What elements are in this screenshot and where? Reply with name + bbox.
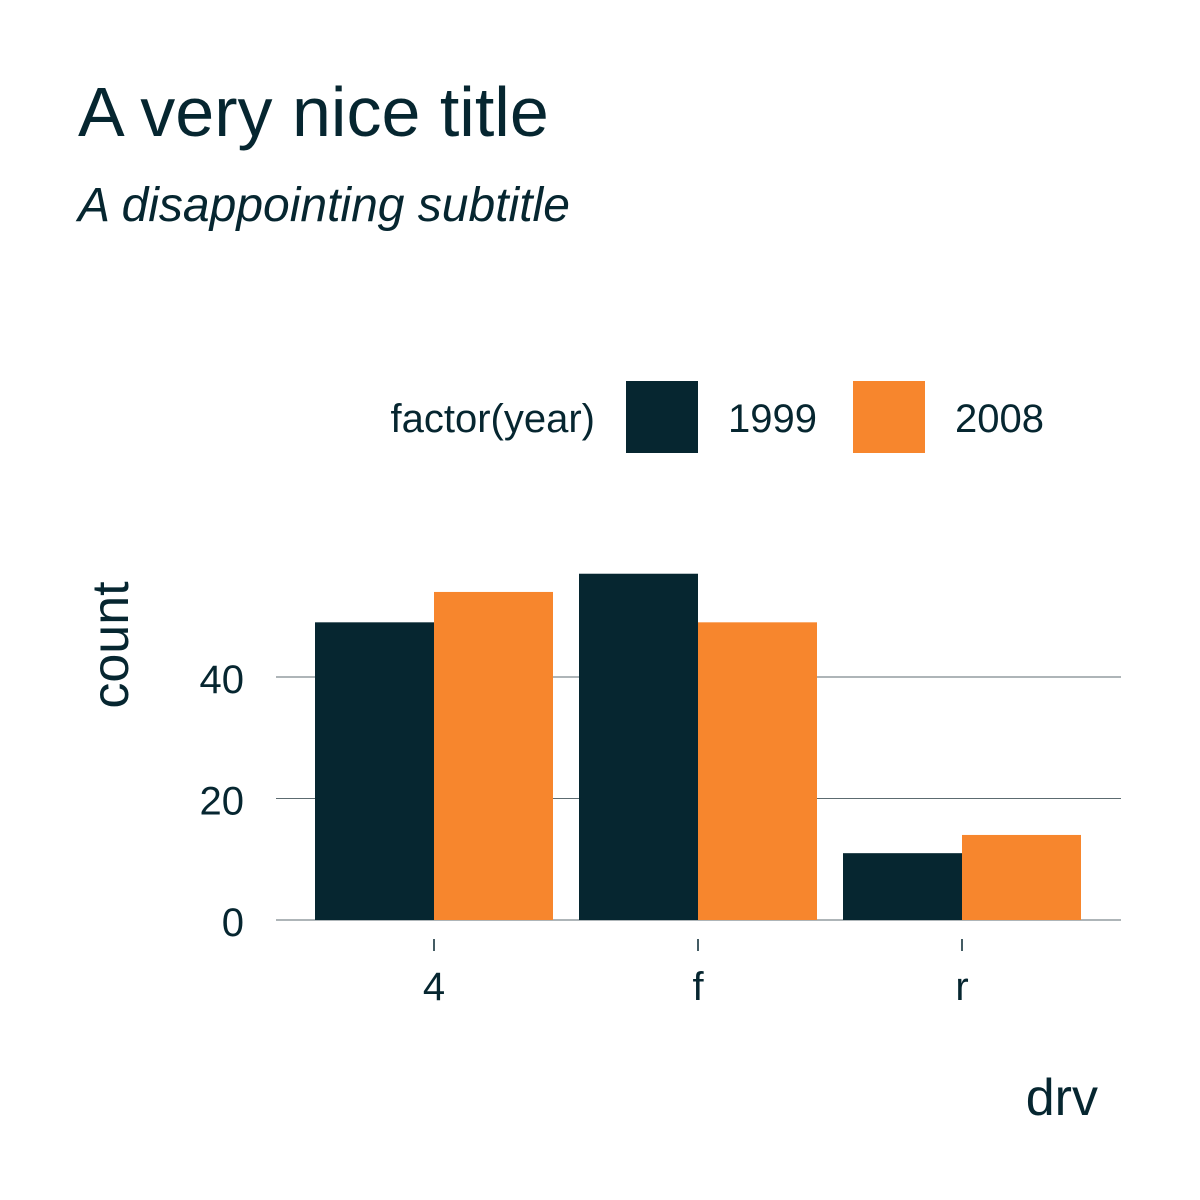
bar-4-1999	[315, 622, 434, 920]
bar-r-1999	[843, 853, 962, 920]
legend-swatch-1999	[626, 381, 698, 453]
legend-title: factor(year)	[391, 397, 596, 441]
x-axis-label: drv	[1026, 1069, 1098, 1127]
y-tick-label: 0	[222, 901, 244, 945]
bar-4-2008	[434, 591, 553, 920]
chart-subtitle: A disappointing subtitle	[78, 179, 570, 232]
y-axis-label: count	[82, 581, 140, 709]
bar-r-2008	[962, 834, 1081, 920]
legend-label-1999: 1999	[728, 397, 817, 441]
x-tick-label: 4	[423, 965, 445, 1009]
legend-swatch-2008	[853, 381, 925, 453]
bar-f-1999	[579, 573, 698, 920]
x-tick-label: f	[692, 965, 704, 1009]
legend-label-2008: 2008	[955, 397, 1044, 441]
chart-title: A very nice title	[78, 73, 549, 151]
x-tick-label: r	[955, 965, 968, 1009]
y-tick-label: 20	[200, 780, 245, 824]
bar-f-2008	[698, 622, 817, 920]
y-tick-label: 40	[200, 658, 245, 702]
